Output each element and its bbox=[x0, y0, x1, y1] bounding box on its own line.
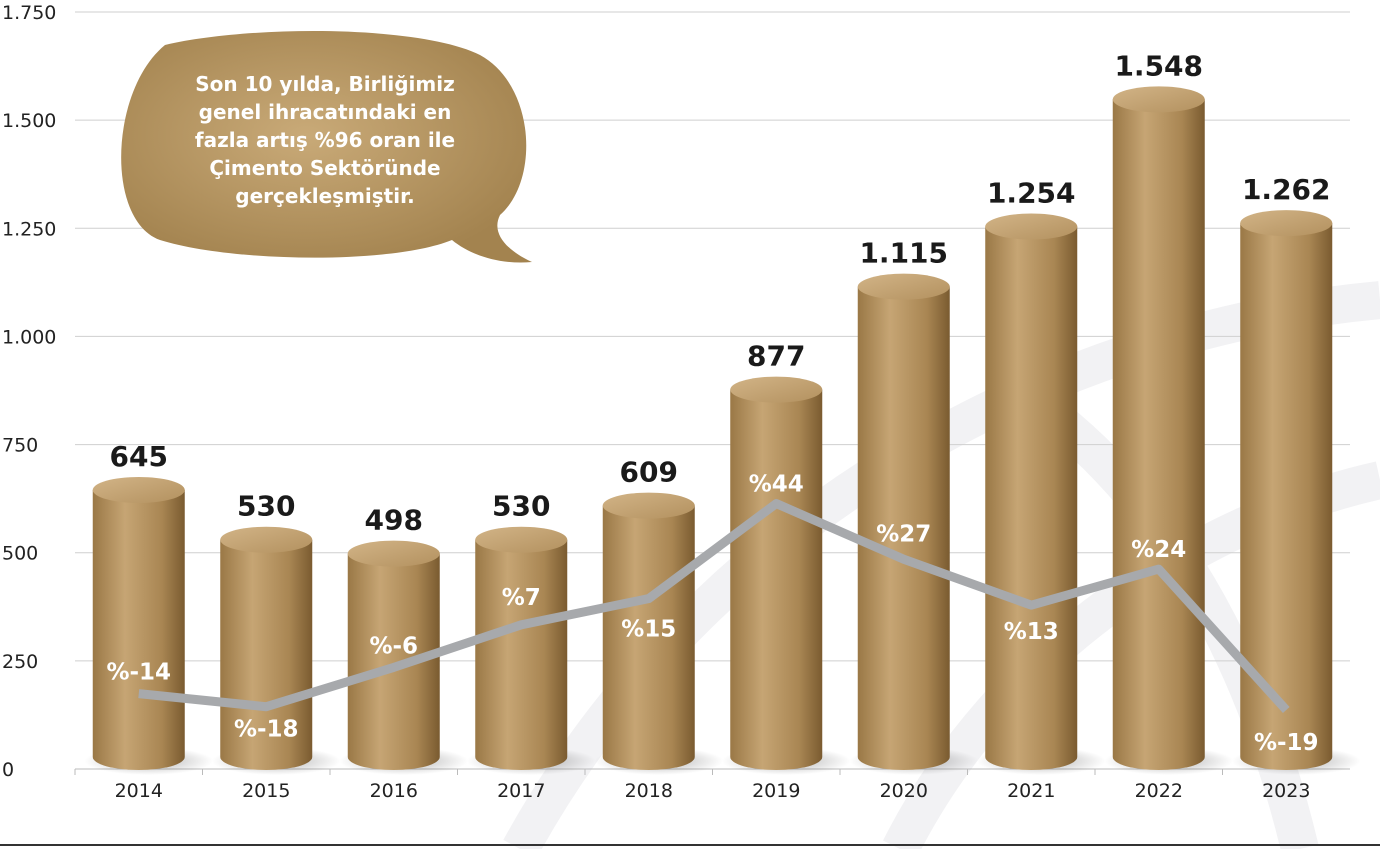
bar-body bbox=[602, 505, 695, 770]
bar-top bbox=[857, 273, 950, 300]
y-tick-label: 1.500 bbox=[2, 110, 56, 132]
bar-body bbox=[1112, 99, 1205, 771]
line-label: %-6 bbox=[369, 633, 418, 659]
y-tick-label: 1.750 bbox=[2, 2, 56, 24]
bar-top bbox=[985, 213, 1078, 240]
bar bbox=[985, 213, 1078, 771]
y-tick-label: 500 bbox=[2, 543, 38, 565]
x-tick-label: 2020 bbox=[880, 780, 928, 802]
bar bbox=[602, 492, 695, 770]
bar bbox=[92, 476, 185, 770]
line-label: %27 bbox=[876, 521, 931, 547]
data-label: 1.254 bbox=[987, 177, 1076, 210]
annotation: gerçekleşmiştir. bbox=[235, 184, 414, 208]
annotation: Çimento Sektöründe bbox=[209, 156, 440, 180]
bar bbox=[347, 540, 440, 770]
bar bbox=[475, 526, 568, 770]
annotation: Son 10 yılda, Birliğimiz bbox=[195, 72, 454, 96]
bar-body bbox=[475, 539, 568, 770]
bar bbox=[1240, 210, 1333, 771]
data-label: 645 bbox=[110, 440, 168, 473]
data-label: 1.262 bbox=[1242, 173, 1331, 206]
line bbox=[138, 499, 1290, 714]
bar bbox=[857, 273, 950, 770]
bar-top bbox=[475, 526, 568, 553]
data-label: 877 bbox=[747, 340, 805, 373]
line-label: %-19 bbox=[1254, 730, 1319, 756]
y-tick-label: 1.250 bbox=[2, 218, 56, 240]
bar-body bbox=[347, 553, 440, 770]
data-label: 1.115 bbox=[859, 237, 948, 270]
line-label: %15 bbox=[621, 617, 676, 643]
line-label: %13 bbox=[1004, 619, 1059, 645]
bar bbox=[1112, 86, 1205, 771]
data-label: 498 bbox=[365, 504, 423, 537]
y-tick-label: 750 bbox=[2, 435, 38, 457]
line-label: %44 bbox=[749, 472, 804, 498]
bar-top bbox=[347, 540, 440, 567]
bar-top bbox=[1112, 86, 1205, 113]
y-tick-label: 1.000 bbox=[2, 326, 56, 348]
bar bbox=[730, 376, 823, 770]
y-tick-label: 0 bbox=[2, 759, 14, 781]
bar-top bbox=[220, 526, 313, 553]
x-tick-label: 2016 bbox=[370, 780, 418, 802]
data-label: 609 bbox=[620, 456, 678, 489]
line-label: %-18 bbox=[234, 717, 299, 743]
bar-body bbox=[1240, 223, 1333, 771]
x-tick-label: 2017 bbox=[497, 780, 545, 802]
bar-top bbox=[92, 476, 185, 503]
x-tick-label: 2014 bbox=[115, 780, 163, 802]
bar-body bbox=[857, 286, 950, 770]
bar bbox=[220, 526, 313, 770]
x-tick-label: 2019 bbox=[752, 780, 800, 802]
annotation: fazla artış %96 oran ile bbox=[195, 128, 455, 152]
data-label: 530 bbox=[237, 490, 295, 523]
x-tick-label: 2021 bbox=[1007, 780, 1055, 802]
bar-body bbox=[220, 539, 313, 770]
bar-top bbox=[730, 376, 823, 403]
bar-top bbox=[602, 492, 695, 519]
line-label: %7 bbox=[502, 585, 541, 611]
x-tick-label: 2018 bbox=[625, 780, 673, 802]
x-tick-label: 2015 bbox=[242, 780, 290, 802]
x-tick-label: 2022 bbox=[1135, 780, 1183, 802]
bar-body bbox=[730, 389, 823, 770]
bar-body bbox=[92, 489, 185, 770]
line-label: %24 bbox=[1131, 537, 1186, 563]
speech-bubble bbox=[121, 31, 532, 263]
data-label: 530 bbox=[492, 490, 550, 523]
line-label: %-14 bbox=[106, 660, 171, 686]
bar-body bbox=[985, 226, 1078, 771]
x-tick-label: 2023 bbox=[1262, 780, 1310, 802]
data-label: 1.548 bbox=[1114, 49, 1203, 82]
y-tick-label: 250 bbox=[2, 651, 38, 673]
bar-top bbox=[1240, 210, 1333, 237]
annotation: genel ihracatındaki en bbox=[199, 100, 452, 124]
